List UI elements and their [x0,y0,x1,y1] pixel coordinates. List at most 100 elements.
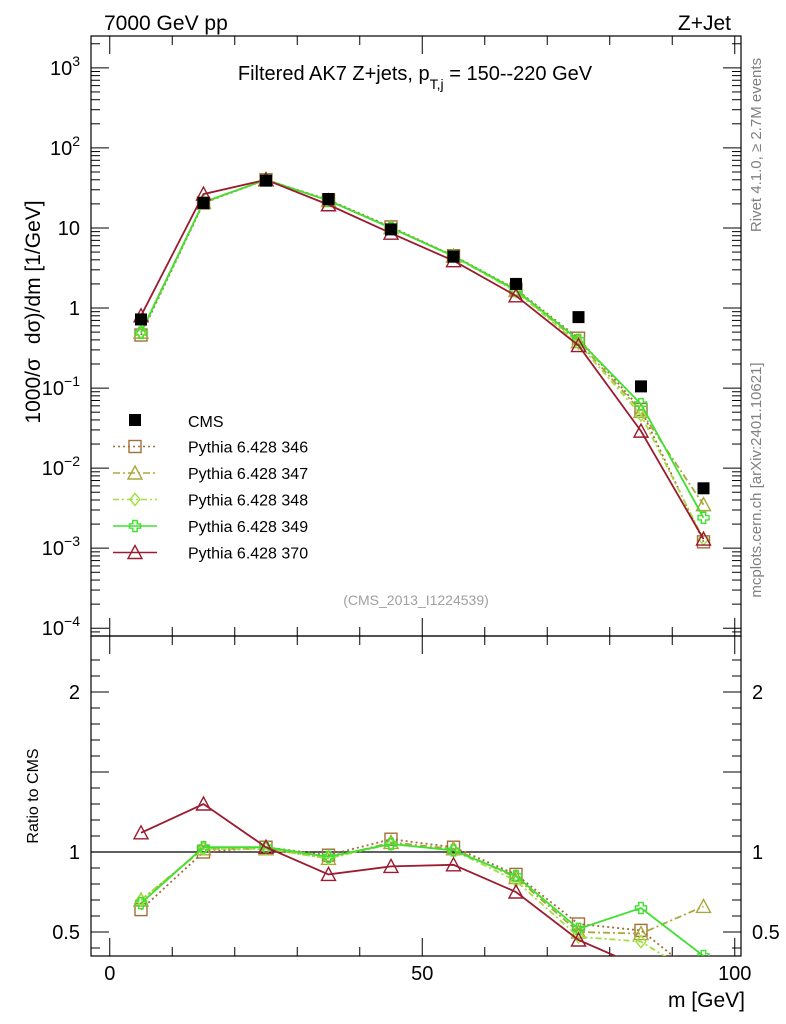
analysis-id: (CMS_2013_I1224539) [343,592,489,608]
ratio-point-3 [447,844,460,857]
y-tick-label: 1 [69,298,80,320]
ratio-point-0 [384,832,398,846]
legend-marker-1 [126,464,144,480]
data-point-cms [197,197,210,210]
x-tick-label: 0 [104,963,115,985]
ratio-point-4 [697,968,711,981]
ratio-point-3 [197,841,210,854]
side-note-top: Rivet 4.1.0, ≥ 2.7M events [748,58,765,232]
legend-marker-4 [126,544,144,560]
ratio-point-4 [195,795,212,811]
ratio-point-3 [572,922,585,935]
ratio-point-4 [257,838,275,854]
x-tick-label: 50 [411,963,433,985]
ratio-series-group [132,795,712,986]
ratio-point-3 [697,949,710,956]
data-point-cms [572,311,585,324]
y-tick-label: 103 [50,53,80,80]
series-point-3 [697,511,710,524]
ratio-point-4 [320,865,337,882]
svg-text:mcplots.cern.ch [arXiv:2401.10: mcplots.cern.ch [arXiv:2401.10621] [748,362,765,597]
ratio-tick-label-left: 0.5 [52,922,80,944]
series-point-2 [635,407,647,423]
svg-text:Rivet 4.1.0, ≥ 2.7M events: Rivet 4.1.0, ≥ 2.7M events [748,58,765,232]
ratio-line-2 [140,843,667,956]
legend-label-cms: CMS [188,414,224,431]
ratio-point-3 [509,869,523,883]
legend: CMS Pythia 6.428 346 Pythia 6.428 347 Pythi… [113,414,308,563]
plot-title: Filtered AK7 Z+jets, pT,j = 150--220 GeV [238,63,593,92]
ratio-plot-frame [90,635,742,957]
chart-marks [132,171,712,986]
ratio-point-4 [570,931,587,947]
ratio-point-1 [695,897,712,914]
ratio-tick-label-left: 1 [69,842,80,864]
data-point-cms [510,277,522,290]
data-point-cms [322,193,335,206]
data-point-cms [260,174,272,187]
legend-label-1: Pythia 6.428 347 [188,466,308,483]
series-point-4 [632,422,650,438]
y-tick-label: 10−4 [42,613,80,640]
ratio-point-0 [134,902,148,917]
legend-marker-0 [128,439,142,454]
ratio-tick-label-right: 0.5 [752,922,780,944]
ratio-point-3 [634,901,648,915]
main-series-group [132,171,712,549]
ratio-tick-label-right: 2 [752,682,763,704]
data-point-cms [135,313,147,326]
ratio-line-1 [140,841,704,935]
ratio-point-4 [507,883,525,899]
axes: 10−4 10−3 10−2 10−1 1 10 102 103 0.5 0.5 1 1 2 2 0 50 10… [42,36,780,985]
legend-label-3: Pythia 6.428 349 [188,519,308,536]
series-point-4 [570,337,587,353]
series-line-3 [140,178,705,519]
side-note-bottom: mcplots.cern.ch [arXiv:2401.10621] [748,362,765,597]
data-point-cms [697,482,710,495]
y-tick-label: 10 [58,218,80,240]
series-line-4 [140,178,705,540]
ratio-point-0 [698,974,710,986]
ratio-point-2 [572,929,585,944]
header-right: Z+Jet [678,12,731,35]
y-tick-label: 10−1 [42,373,80,400]
x-axis-label: m [GeV] [668,989,745,1012]
ratio-point-4 [634,960,648,973]
series-point-4 [507,287,525,303]
legend-marker-cms [129,414,141,426]
ratio-point-2 [635,934,647,949]
ratio-y-axis-label: Ratio to CMS [25,748,42,843]
legend-label-0: Pythia 6.428 346 [188,440,308,457]
data-point-cms [447,250,460,263]
svg-text:Ratio to CMS: Ratio to CMS [25,748,42,843]
series-point-3 [572,333,585,347]
series-point-4 [695,530,712,546]
legend-marker-2 [129,492,141,507]
series-line-2 [140,178,705,540]
y-tick-label: 10−3 [42,533,80,560]
x-tick-label: 100 [718,963,751,985]
y-tick-label: 10−2 [42,453,80,480]
svg-text:1000/σdσ)/dm [1/GeV]: 1000/σdσ)/dm [1/GeV] [22,200,45,423]
ratio-line-3 [140,843,705,956]
ratio-line-4 [140,802,618,956]
data-point-cms [635,380,647,393]
series-point-3 [634,397,648,411]
ratio-line-0 [140,838,675,956]
header-left: 7000 GeV pp [104,12,228,35]
y-axis-label: 1000/σdσ)/dm [1/GeV] [22,200,45,423]
legend-marker-3 [128,519,142,533]
data-point-cms [385,223,397,236]
ratio-point-4 [132,824,150,840]
ratio-point-2 [699,974,709,986]
ratio-point-4 [445,856,462,872]
legend-label-4: Pythia 6.428 370 [188,546,308,563]
series-point-1 [695,496,712,512]
ratio-point-4 [382,857,400,874]
ratio-point-3 [134,897,148,910]
legend-label-2: Pythia 6.428 348 [188,493,308,510]
ratio-tick-label-left: 2 [69,682,80,704]
ratio-point-3 [384,837,398,851]
series-point-3 [134,326,148,340]
